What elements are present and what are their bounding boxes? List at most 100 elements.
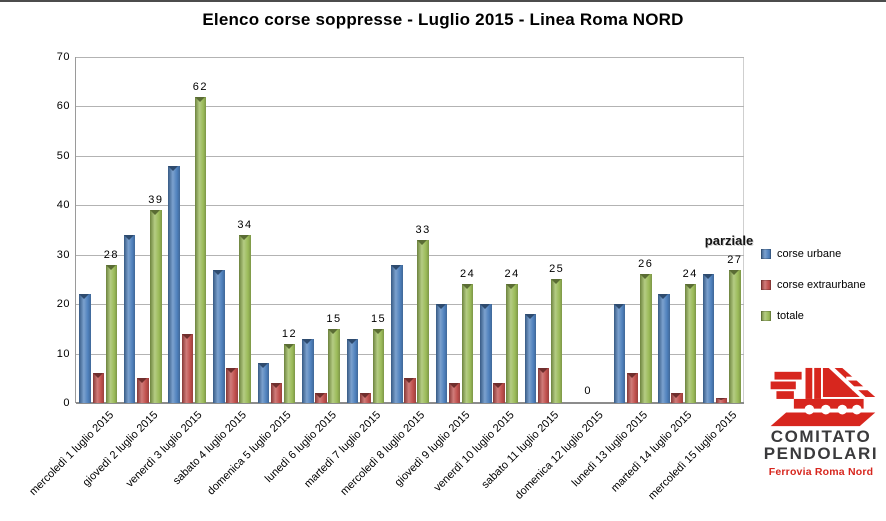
legend-marker-corse-extraurbane-icon — [761, 279, 771, 290]
bar-corse-urbane-10 — [524, 314, 537, 403]
bar-corse-extraurbane-5 — [315, 393, 327, 403]
bar-top-bevel — [493, 383, 504, 389]
logo-subtitle: Ferrovia Roma Nord — [768, 466, 874, 478]
bar-corse-urbane-6 — [346, 338, 359, 403]
plot-area: 28 39 62 34 12 15 15 33 24 24 25 0 26 24 27 — [75, 57, 744, 404]
bar-top-bevel — [150, 210, 161, 216]
bar-corse-urbane-3 — [213, 269, 225, 403]
x-axis-label-10-luglio: venerdì 10 luglio 2015 — [431, 409, 517, 495]
y-tick-label-50: 50 — [56, 149, 70, 162]
bar-corse-urbane-2 — [168, 165, 180, 403]
bar-top-bevel — [92, 373, 103, 379]
bar-corse-extraurbane-3 — [226, 368, 238, 403]
bar-top-bevel — [461, 284, 472, 290]
gridline-30 — [76, 254, 744, 256]
bar-corse-extraurbane-10 — [537, 368, 550, 403]
bar-top-bevel — [226, 368, 237, 374]
logo-comitato-pendolari: COMITATO PENDOLARI Ferrovia Roma Nord — [762, 366, 880, 478]
bar-totale-5 — [328, 328, 340, 403]
data-label-11: 0 — [584, 385, 592, 397]
bar-totale-4 — [283, 343, 296, 403]
bar-top-bevel — [506, 284, 517, 290]
logo-title-line1: COMITATO — [770, 427, 872, 446]
bar-totale-13 — [684, 284, 697, 403]
legend-label-corse-urbane: corse urbane — [777, 247, 842, 260]
data-label-2: 62 — [192, 80, 209, 93]
data-label-9: 24 — [504, 268, 520, 281]
right-border-line — [743, 57, 744, 403]
gridline-20 — [76, 304, 744, 306]
bar-top-bevel — [79, 294, 90, 300]
bar-corse-urbane-5 — [302, 338, 314, 403]
data-label-8: 24 — [460, 268, 476, 281]
bar-corse-urbane-8 — [435, 304, 448, 403]
bar-top-bevel — [213, 269, 224, 275]
bar-totale-3 — [239, 234, 251, 403]
x-axis-label-7-luglio: martedì 7 luglio 2015 — [301, 409, 383, 491]
bar-totale-7 — [417, 239, 429, 403]
bar-top-bevel — [671, 393, 682, 399]
train-icon — [770, 367, 876, 427]
bar-top-bevel — [257, 363, 268, 369]
bar-corse-urbane-0 — [79, 294, 91, 403]
bar-corse-extraurbane-1 — [137, 378, 149, 403]
bar-corse-extraurbane-12 — [626, 373, 639, 403]
gridline-60 — [76, 106, 744, 108]
x-axis-label-3-luglio: venerdì 3 luglio 2015 — [124, 409, 205, 490]
data-label-10: 25 — [549, 263, 565, 276]
data-labels-layer: 28 39 62 34 12 15 15 33 24 24 25 0 26 24 27 — [76, 57, 744, 403]
data-label-14: 27 — [727, 253, 743, 266]
x-axis-label-9-luglio: giovedì 9 luglio 2015 — [392, 409, 473, 489]
data-label-0: 28 — [103, 248, 119, 261]
legend-item-totale: totale — [761, 309, 866, 322]
bar-top-bevel — [391, 264, 402, 270]
bar-top-bevel — [123, 234, 134, 240]
bars-layer — [76, 57, 744, 403]
bar-corse-extraurbane-7 — [404, 378, 416, 403]
bar-top-bevel — [613, 304, 624, 310]
legend-item-corse-extraurbane: corse extraurbane — [761, 278, 866, 291]
bar-corse-extraurbane-0 — [92, 373, 105, 403]
bar-top-bevel — [640, 274, 651, 280]
bar-top-bevel — [346, 338, 357, 344]
legend: corse urbane corse extraurbane totale — [761, 247, 866, 340]
bar-top-bevel — [524, 314, 535, 320]
bar-top-bevel — [302, 338, 313, 344]
bar-totale-12 — [640, 274, 652, 403]
legend-item-corse-urbane: corse urbane — [761, 247, 866, 260]
bar-top-bevel — [537, 368, 548, 374]
bar-corse-urbane-4 — [257, 363, 270, 403]
bar-top-bevel — [435, 304, 446, 310]
chart-title: Elenco corse soppresse - Luglio 2015 - L… — [202, 10, 684, 29]
x-axis-label-1-luglio: mercoledì 1 luglio 2015 — [26, 409, 116, 498]
bar-top-bevel — [715, 398, 726, 401]
logo-title-line2: PENDOLARI — [763, 444, 879, 463]
data-label-1: 39 — [148, 194, 164, 207]
bar-top-bevel — [480, 304, 491, 310]
x-axis-label-12-luglio: domenica 12 luglio 2015 — [512, 409, 606, 502]
top-border-line — [0, 0, 886, 2]
bar-corse-urbane-13 — [658, 294, 670, 403]
y-tick-label-20: 20 — [56, 298, 70, 311]
bar-totale-8 — [461, 284, 474, 403]
y-tick-label-60: 60 — [56, 100, 70, 113]
y-tick-label-0: 0 — [63, 397, 70, 409]
bar-top-bevel — [417, 239, 428, 245]
x-axis-label-5-luglio: domenica 5 luglio 2015 — [205, 409, 294, 498]
bar-top-bevel — [404, 378, 415, 384]
data-label-5: 15 — [326, 312, 342, 325]
bar-top-bevel — [626, 373, 637, 379]
bar-top-bevel — [328, 328, 339, 334]
gridline-50 — [76, 155, 744, 157]
bar-corse-extraurbane-6 — [359, 393, 372, 403]
bar-top-bevel — [684, 284, 695, 290]
bar-top-bevel — [702, 274, 713, 280]
y-axis-line — [75, 57, 76, 403]
bar-top-bevel — [181, 333, 192, 339]
bar-totale-6 — [372, 328, 385, 403]
data-label-7: 33 — [415, 223, 431, 236]
bar-corse-extraurbane-14 — [715, 398, 728, 403]
x-axis-label-8-luglio: mercoledì 8 luglio 2015 — [338, 409, 428, 498]
bar-totale-10 — [550, 279, 563, 403]
annotation-parziale: parziale — [704, 233, 754, 248]
